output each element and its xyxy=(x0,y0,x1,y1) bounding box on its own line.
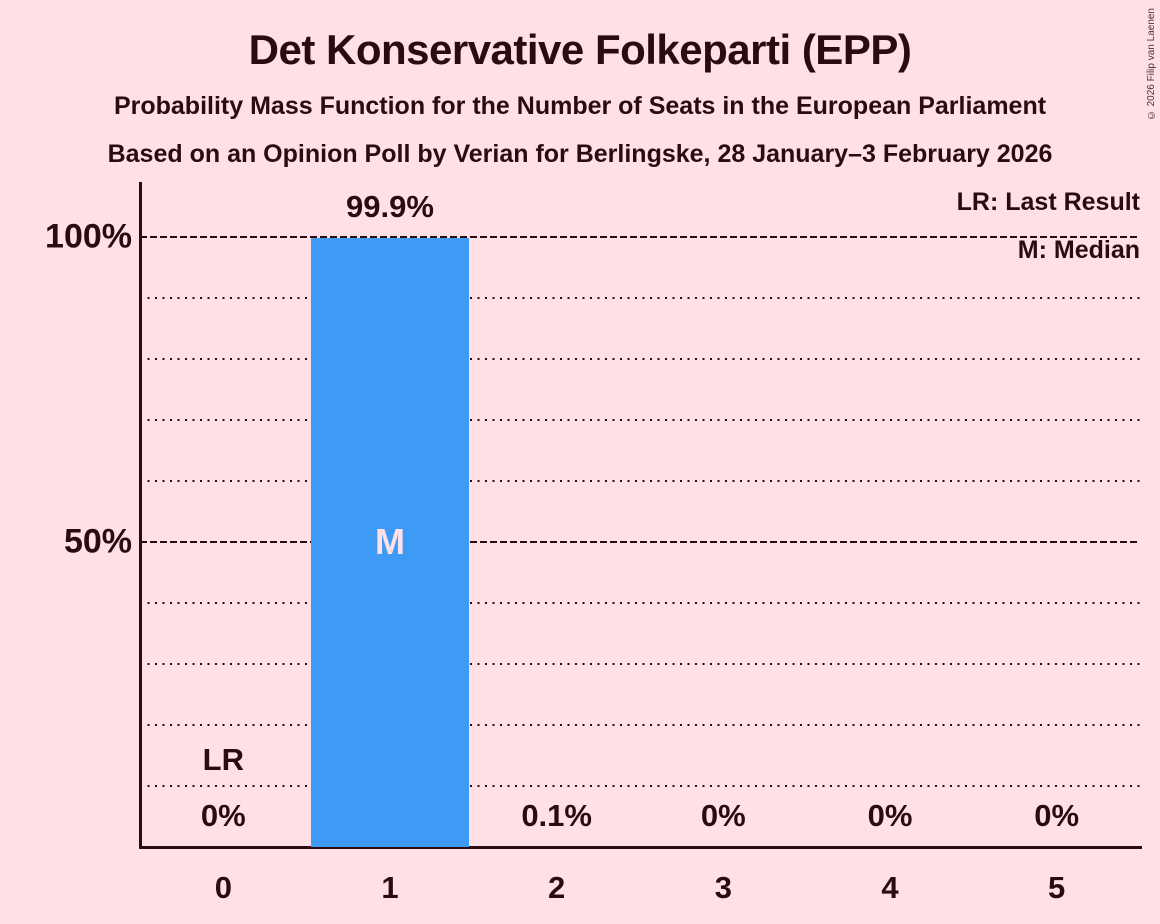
y-axis-label-100: 100% xyxy=(45,217,132,256)
chart-title: Det Konservative Folkeparti (EPP) xyxy=(248,26,912,73)
gridline-30pct xyxy=(140,663,1140,665)
bar-value-label-seat-1: 99.9% xyxy=(346,188,434,224)
bar-value-label-seat-3: 0% xyxy=(700,798,746,833)
legend-median: M: Median xyxy=(1017,236,1140,264)
gridline-90pct xyxy=(140,297,1140,299)
gridline-10pct xyxy=(140,785,1140,787)
copyright-text: © 2026 Filip van Laenen xyxy=(1146,8,1157,121)
gridline-80pct xyxy=(140,358,1140,360)
bar-value-label-seat-2: 0.1% xyxy=(521,798,592,833)
x-axis-label-seat-3: 3 xyxy=(714,870,732,905)
x-axis xyxy=(138,845,1142,849)
gridline-60pct xyxy=(140,480,1140,482)
x-axis-label-seat-2: 2 xyxy=(548,870,566,905)
bar-value-label-seat-5: 0% xyxy=(1034,798,1080,833)
x-axis-label-seat-1: 1 xyxy=(381,870,399,905)
gridline-20pct xyxy=(140,724,1140,726)
bar-value-label-seat-0: 0% xyxy=(200,798,246,833)
x-axis-label-seat-5: 5 xyxy=(1048,870,1066,905)
y-axis xyxy=(138,182,142,849)
gridline-major-50pct xyxy=(140,540,1140,544)
median-marker: M xyxy=(375,521,405,562)
bar-value-label-seat-4: 0% xyxy=(867,798,913,833)
bar-seat-1 xyxy=(311,237,469,847)
legend-last-result: LR: Last Result xyxy=(956,188,1140,216)
chart-subtitle: Probability Mass Function for the Number… xyxy=(113,92,1047,120)
x-axis-label-seat-0: 0 xyxy=(214,870,232,905)
gridline-70pct xyxy=(140,419,1140,421)
gridline-major-100pct xyxy=(140,235,1140,239)
gridline-40pct xyxy=(140,602,1140,604)
x-axis-label-seat-4: 4 xyxy=(881,870,899,905)
chart-source-note: Based on an Opinion Poll by Verian for B… xyxy=(107,140,1053,168)
y-axis-label-50: 50% xyxy=(63,522,132,561)
last-result-marker: LR xyxy=(202,742,244,777)
